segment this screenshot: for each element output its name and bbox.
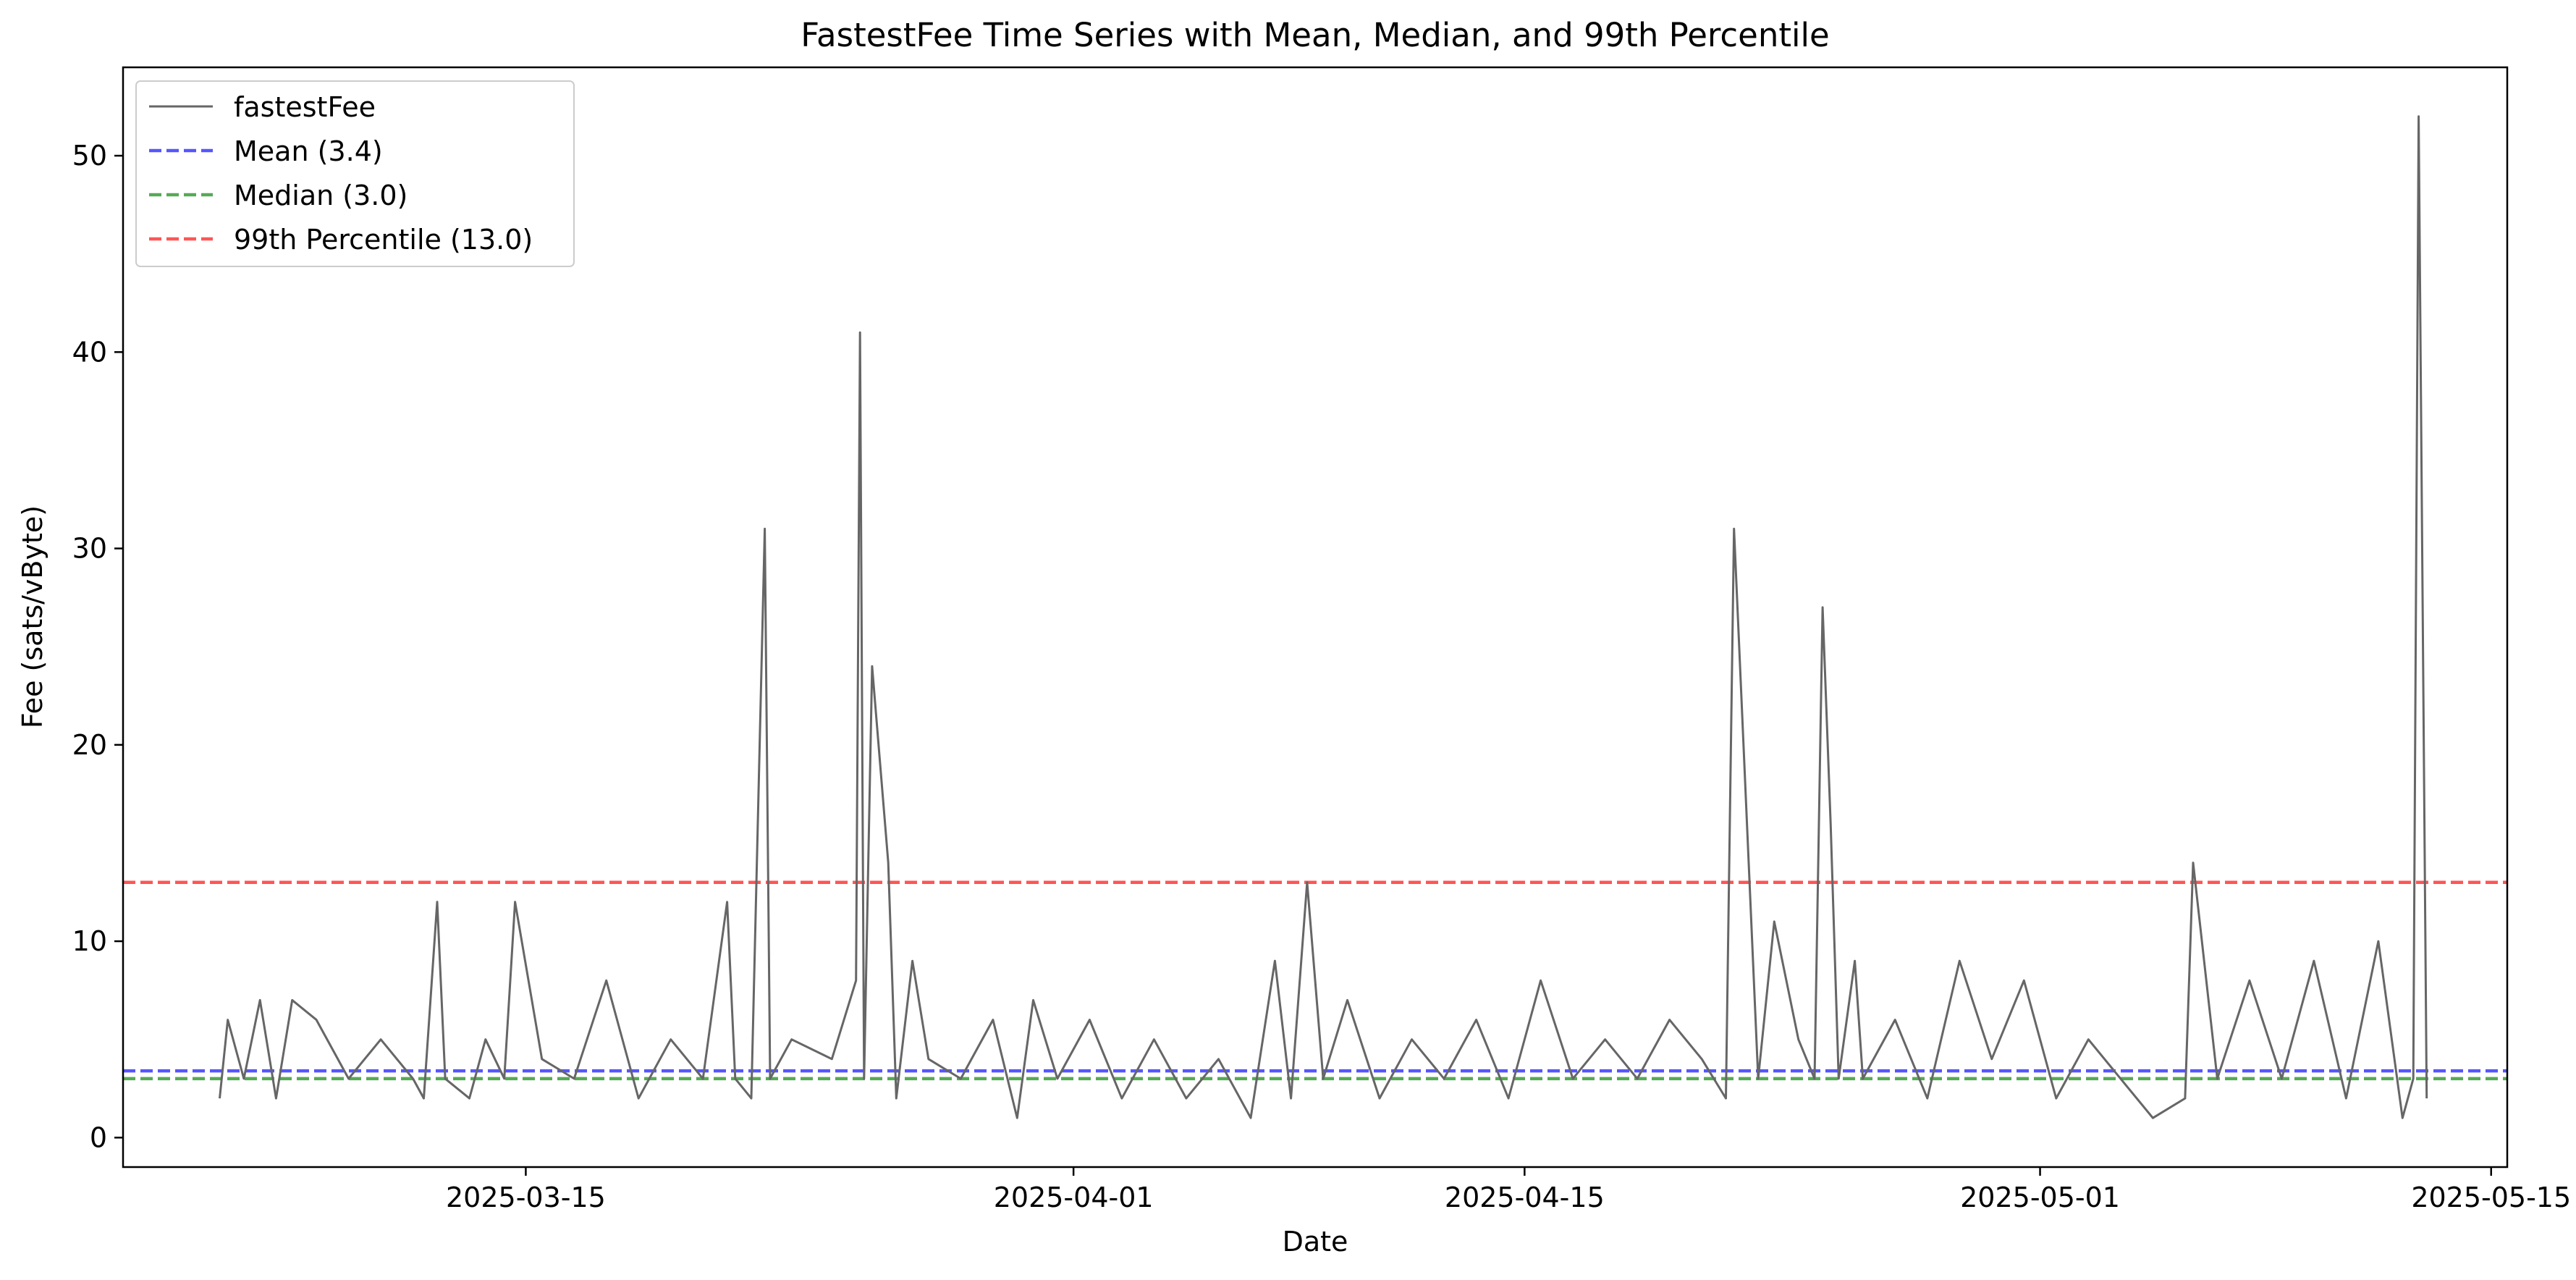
x-tick-label-2025-03-15: 2025-03-15	[446, 1182, 606, 1213]
series-line-0	[219, 115, 2428, 1119]
x-axis-label: Date	[1283, 1226, 1348, 1258]
y-tick-label-50: 50	[72, 140, 107, 172]
legend-entry-series: fastestFee	[234, 91, 376, 123]
legend-box	[135, 80, 575, 267]
y-axis: 0 10 20 30 40 50	[72, 140, 123, 1153]
legend-entry-p99: 99th Percentile (13.0)	[234, 224, 533, 256]
x-tick-label-2025-04-01: 2025-04-01	[994, 1182, 1154, 1213]
y-tick-label-10: 10	[72, 925, 107, 957]
legend-entry-median: Median (3.0)	[234, 180, 407, 211]
y-axis-label: Fee (sats/vByte)	[17, 505, 48, 728]
legend: fastestFee Mean (3.4) Median (3.0) 99th …	[135, 80, 575, 267]
y-tick-label-40: 40	[72, 336, 107, 368]
y-tick-label-0: 0	[90, 1121, 107, 1153]
series-fastestfee	[219, 115, 2428, 1119]
x-axis: 2025-03-15 2025-04-01 2025-04-15 2025-05-01…	[446, 1167, 2571, 1213]
x-tick-label-2025-05-15: 2025-05-15	[2411, 1182, 2571, 1213]
x-tick-label-2025-05-01: 2025-05-01	[1960, 1182, 2120, 1213]
y-tick-label-30: 30	[72, 533, 107, 565]
plot-area	[123, 880, 2507, 1081]
chart-title: FastestFee Time Series with Mean, Median…	[801, 16, 1829, 54]
x-tick-label-2025-04-15: 2025-04-15	[1445, 1182, 1605, 1213]
plot-frame	[122, 66, 2509, 1169]
legend-entry-mean: Mean (3.4)	[234, 135, 383, 167]
y-tick-label-20: 20	[72, 729, 107, 761]
